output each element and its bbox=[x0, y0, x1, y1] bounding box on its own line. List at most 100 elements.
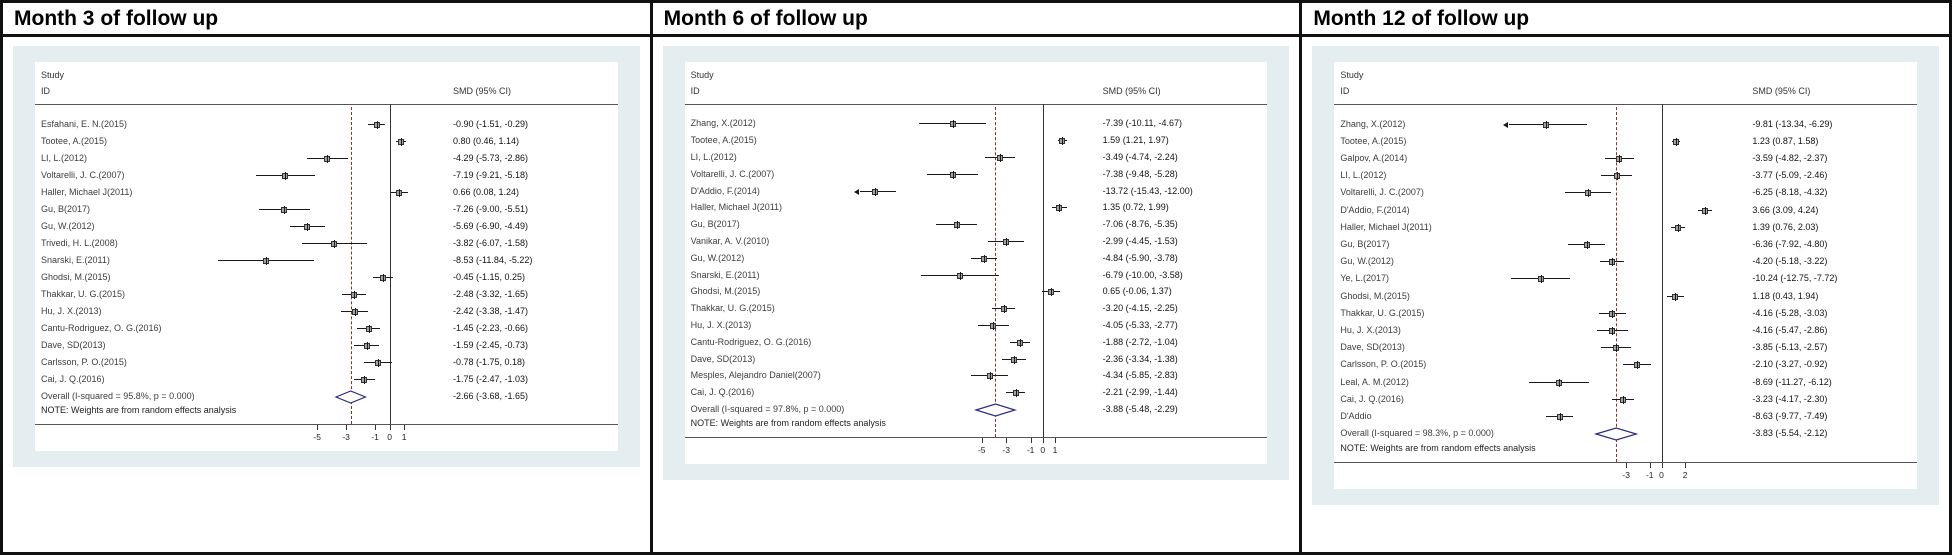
ci-value: -9.81 (-13.34, -6.29) bbox=[1752, 118, 1833, 129]
axis-tick-label: 0 bbox=[1659, 469, 1664, 480]
axis-tick bbox=[1649, 462, 1651, 468]
study-label: Mesples, Alejandro Daniel(2007) bbox=[690, 370, 821, 381]
study-label: Ghodsi, M.(2015) bbox=[690, 286, 761, 297]
ci-value: -5.69 (-6.90, -4.49) bbox=[453, 220, 529, 231]
study-label: Snarski, E.(2011) bbox=[690, 269, 760, 280]
panel-month-12: Month 12 of follow up Study ID SMD (95% CI… bbox=[1299, 3, 1950, 552]
overall-label: Overall (I-squared = 97.8%, p = 0.000) bbox=[690, 404, 845, 414]
axis-tick bbox=[1685, 462, 1687, 468]
effect-marker-bar bbox=[1559, 413, 1561, 421]
ci-value: -3.77 (-5.09, -2.46) bbox=[1752, 170, 1828, 181]
study-label: LI, L.(2012) bbox=[1340, 170, 1387, 181]
zero-line bbox=[389, 104, 391, 424]
axis-tick-label: -1 bbox=[1645, 469, 1654, 480]
ci-value: -10.24 (-12.75, -7.72) bbox=[1752, 273, 1838, 284]
ci-value: 0.66 (0.08, 1.24) bbox=[453, 186, 520, 197]
effect-marker-bar bbox=[1540, 275, 1542, 284]
axis-tick-label: 0 bbox=[387, 432, 392, 442]
id-col-header: ID bbox=[41, 86, 50, 96]
forest-plot-month-3: Study ID SMD (95% CI) Esfahani, E. N.(2015)… bbox=[35, 62, 618, 451]
effect-marker-bar bbox=[952, 120, 954, 129]
effect-marker-bar bbox=[989, 372, 991, 381]
ci-value: -8.63 (-9.77, -7.49) bbox=[1752, 411, 1828, 421]
study-label: Trivedi, H. L.(2008) bbox=[41, 237, 118, 248]
axis-tick bbox=[404, 425, 406, 430]
panel-title: Month 3 of follow up bbox=[3, 3, 650, 37]
study-label: D'Addio, F.(2014) bbox=[690, 185, 760, 196]
ci-value: 0.80 (0.46, 1.14) bbox=[453, 135, 520, 146]
ci-value: -0.45 (-1.15, 0.25) bbox=[453, 271, 526, 282]
ci-value: -4.84 (-5.90, -3.78) bbox=[1102, 252, 1178, 263]
effect-marker-bar bbox=[401, 137, 403, 146]
ci-value: 1.35 (0.72, 1.99) bbox=[1102, 202, 1169, 213]
axis-tick bbox=[346, 425, 348, 430]
panel-title: Month 6 of follow up bbox=[652, 3, 1300, 37]
effect-marker-bar bbox=[1677, 223, 1679, 232]
ci-value: -6.79 (-10.00, -3.58) bbox=[1102, 269, 1183, 280]
study-label: Zhang, X.(2012) bbox=[690, 118, 756, 129]
ci-value: -4.05 (-5.33, -2.77) bbox=[1102, 320, 1178, 330]
ci-value: -2.21 (-2.99, -1.44) bbox=[1102, 387, 1178, 398]
effect-marker-bar bbox=[1612, 309, 1614, 318]
study-label: Gu, W.(2012) bbox=[1340, 256, 1394, 267]
ci-value: -2.99 (-4.45, -1.53) bbox=[1102, 236, 1178, 246]
ci-value: -4.20 (-5.18, -3.22) bbox=[1752, 256, 1828, 267]
ci-value: -1.45 (-2.23, -0.66) bbox=[453, 322, 529, 333]
ci-value: -3.20 (-4.15, -2.25) bbox=[1102, 303, 1178, 314]
study-label: Ghodsi, M.(2015) bbox=[41, 271, 111, 282]
study-label: Cai, J. Q.(2016) bbox=[1340, 393, 1404, 404]
zero-line bbox=[1661, 104, 1663, 462]
effect-marker-bar bbox=[284, 205, 286, 214]
effect-marker-bar bbox=[1586, 241, 1588, 249]
axis-tick-label: -5 bbox=[977, 445, 986, 456]
effect-marker-bar bbox=[334, 239, 336, 248]
study-label: Thakkar, U. G.(2015) bbox=[1340, 307, 1425, 318]
forest-plot-month-12: Study ID SMD (95% CI) Zhang, X.(2012) -9.81 … bbox=[1334, 62, 1918, 489]
ci-value: -6.36 (-7.92, -4.80) bbox=[1752, 239, 1828, 249]
effect-marker-bar bbox=[266, 256, 268, 265]
ci-value: -6.25 (-8.18, -4.32) bbox=[1752, 187, 1828, 198]
effect-marker-bar bbox=[399, 188, 401, 197]
ci-value: -1.75 (-2.47, -1.03) bbox=[453, 373, 529, 384]
ci-value: -13.72 (-15.43, -12.00) bbox=[1102, 185, 1193, 196]
study-label: LI, L.(2012) bbox=[690, 152, 737, 162]
study-label: Hu, J. X.(2013) bbox=[690, 320, 752, 330]
effect-marker-bar bbox=[956, 221, 958, 230]
smd-col-header: SMD (95% CI) bbox=[1102, 86, 1161, 96]
study-label: Hu, J. X.(2013) bbox=[41, 305, 102, 316]
ci-value: 0.65 (-0.06, 1.37) bbox=[1102, 286, 1172, 297]
id-col-header: ID bbox=[690, 86, 700, 96]
effect-marker-bar bbox=[1676, 137, 1678, 146]
effect-marker-bar bbox=[1623, 395, 1625, 404]
effect-marker-bar bbox=[1050, 288, 1052, 297]
effect-marker-bar bbox=[1636, 361, 1638, 370]
study-label: Voltarelli, J. C.(2007) bbox=[41, 169, 125, 180]
study-col-header: Study bbox=[690, 70, 714, 80]
study-label: Cantu-Rodriguez, O. G.(2016) bbox=[690, 336, 812, 347]
effect-marker-bar bbox=[376, 120, 378, 129]
overall-value: -2.66 (-3.68, -1.65) bbox=[453, 390, 529, 401]
effect-marker-bar bbox=[1611, 258, 1613, 267]
study-label: D'Addio, F.(2014) bbox=[1340, 204, 1410, 215]
overall-dashed-line bbox=[1616, 107, 1618, 462]
ci-value: -3.85 (-5.13, -2.57) bbox=[1752, 342, 1828, 353]
study-label: Voltarelli, J. C.(2007) bbox=[1340, 187, 1424, 198]
effect-marker-bar bbox=[1617, 172, 1619, 181]
panel-month-3: Month 3 of follow up Study ID SMD (95% CI)… bbox=[3, 3, 650, 552]
study-label: Tootee, A.(2015) bbox=[690, 135, 757, 146]
note-text: NOTE: Weights are from random effects an… bbox=[1340, 442, 1536, 453]
effect-marker-bar bbox=[959, 271, 961, 280]
study-label: Cantu-Rodriguez, O. G.(2016) bbox=[41, 322, 162, 333]
ci-value: -7.19 (-9.21, -5.18) bbox=[453, 169, 529, 180]
ci-value: -4.29 (-5.73, -2.86) bbox=[453, 152, 529, 163]
ci-value: 1.39 (0.76, 2.03) bbox=[1752, 221, 1819, 232]
axis-tick-label: 2 bbox=[1682, 469, 1688, 480]
effect-marker-bar bbox=[1619, 155, 1621, 163]
axis-tick bbox=[1006, 438, 1008, 444]
ci-value: -4.34 (-5.85, -2.83) bbox=[1102, 370, 1178, 381]
ci-value: -2.42 (-3.38, -1.47) bbox=[453, 305, 529, 316]
study-label: Gu, W.(2012) bbox=[41, 220, 95, 231]
effect-marker-bar bbox=[383, 273, 385, 282]
effect-marker-bar bbox=[354, 307, 356, 316]
overall-label: Overall (I-squared = 98.3%, p = 0.000) bbox=[1340, 428, 1494, 439]
